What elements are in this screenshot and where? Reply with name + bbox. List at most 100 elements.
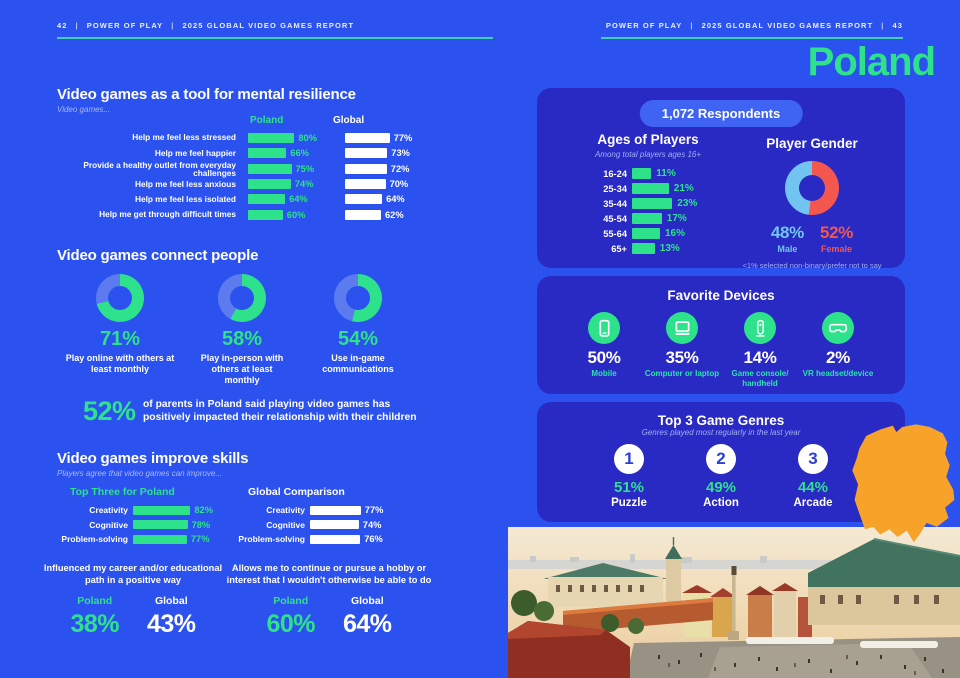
value: 74% <box>362 519 382 530</box>
age-bar <box>632 183 669 194</box>
page-number-right: 43 <box>892 21 903 30</box>
genre-label: Arcade <box>793 497 833 509</box>
ages-title: Ages of Players <box>597 132 699 147</box>
demographics-card: 1,072 Respondents Ages of Players Among … <box>537 88 905 270</box>
section-title-connect-people: Video games connect people <box>57 247 259 264</box>
gender-donut-chart <box>785 161 839 215</box>
header-separator: | <box>881 21 885 30</box>
genre-value: 49% <box>705 479 737 496</box>
genres-subtitle: Genres played most regularly in the last… <box>641 428 801 437</box>
device-stat: 2% VR headset/device <box>799 312 877 388</box>
device-value: 14% <box>743 348 777 367</box>
rank-badge: 1 <box>614 444 644 474</box>
global-value: 73% <box>391 148 410 159</box>
chart-row: 16-24 11% <box>567 166 729 181</box>
poland-stat-column: Poland 60% <box>266 595 315 639</box>
poland-bar <box>133 505 191 515</box>
gender-footnote: <1% selected non-binary/prefer not to sa… <box>742 261 882 270</box>
poland-value: 60% <box>266 610 315 639</box>
career-stat: Influenced my career and/or educational … <box>33 562 233 639</box>
age-value: 17% <box>666 213 687 224</box>
global-value: 64% <box>386 194 405 205</box>
poland-bar <box>248 164 292 175</box>
laptop-icon <box>666 312 698 344</box>
chart-row: Creativity 77% <box>228 503 383 518</box>
poland-bar <box>248 194 286 205</box>
stat-caption: Influenced my career and/or educational … <box>43 563 223 586</box>
global-bar <box>345 148 388 159</box>
global-stat-column: Global 64% <box>343 595 392 639</box>
device-label: Computer or laptop <box>644 369 720 378</box>
hobby-stat: Allows me to continue or pursue a hobby … <box>226 562 432 639</box>
donut-chart <box>334 274 382 322</box>
ages-bar-chart: 16-24 11% 25-34 21% 35-44 23% 45-54 17% 55-6… <box>567 166 729 256</box>
chart-row: Creativity 82% <box>48 503 213 518</box>
genres-title: Top 3 Game Genres <box>657 413 785 428</box>
device-stat: 14% Game console/ handheld <box>721 312 799 388</box>
global-bar <box>310 505 361 515</box>
genre-label: Puzzle <box>611 497 647 509</box>
global-stat-column: Global 43% <box>147 595 196 639</box>
rank-badge: 3 <box>798 444 828 474</box>
mental-resilience-chart: Help me feel less stressed 80% 77% Help … <box>48 130 478 222</box>
header-separator: | <box>75 21 79 30</box>
age-bar <box>632 198 673 209</box>
global-bar <box>310 534 361 544</box>
page-title: Poland <box>807 40 936 84</box>
donut-chart <box>218 274 266 322</box>
global-value: 70% <box>389 178 409 189</box>
global-bar <box>345 164 387 175</box>
chart-row: Help me get through difficult times 60% … <box>48 207 478 222</box>
report-name: 2025 GLOBAL VIDEO GAMES REPORT <box>701 21 874 30</box>
age-bar <box>632 213 662 224</box>
row-label: Help me feel less stressed <box>132 132 236 143</box>
poland-label: Poland <box>77 595 113 608</box>
poland-value: 38% <box>70 610 119 639</box>
global-value: 62% <box>385 209 404 220</box>
age-value: 16% <box>665 228 686 239</box>
skills-header-poland: Top Three for Poland <box>70 486 175 498</box>
global-label: Global <box>154 595 188 608</box>
value: 77% <box>190 534 210 545</box>
female-value: 52% <box>820 223 854 242</box>
poland-value: 74% <box>294 178 314 189</box>
global-value: 72% <box>390 164 410 175</box>
device-value: 2% <box>826 348 850 367</box>
donut-caption: Play online with others at least monthly <box>65 353 175 374</box>
global-bar <box>345 209 381 220</box>
donut-caption: Play in-person with others at least mont… <box>200 353 284 385</box>
chart-row: Problem-solving 76% <box>228 532 383 547</box>
gender-title: Player Gender <box>766 136 858 151</box>
chart-row: Provide a healthy outlet from everyday c… <box>48 159 478 179</box>
age-range: 65+ <box>611 243 627 254</box>
ages-subtitle: Among total players ages 16+ <box>594 150 702 159</box>
genre-stat: 3 44% Arcade <box>767 444 859 509</box>
column-header-poland: Poland <box>250 115 284 126</box>
donut-value: 71% <box>99 328 141 350</box>
device-value: 35% <box>665 348 699 367</box>
poland-value: 64% <box>289 194 308 205</box>
chart-row: 65+ 13% <box>567 241 729 256</box>
chart-row: 35-44 23% <box>567 196 729 211</box>
donut-stat: 54% Use in-game communications <box>296 274 420 375</box>
age-range: 45-54 <box>603 213 627 224</box>
poland-stat-column: Poland 38% <box>70 595 119 639</box>
poland-value: 80% <box>298 132 317 143</box>
global-bar <box>345 132 390 143</box>
ages-of-players: Ages of Players Among total players ages… <box>567 132 729 256</box>
chart-row: Help me feel less stressed 80% 77% <box>48 130 478 145</box>
value: 82% <box>194 505 213 516</box>
donut-value: 54% <box>337 328 379 350</box>
respondents-badge: 1,072 Respondents <box>639 100 803 127</box>
skills-poland-chart: Creativity 82% Cognitive 78% Problem-solvi… <box>48 503 213 547</box>
age-bar <box>632 228 660 239</box>
favorite-devices-card: Favorite Devices 50% Mobile 35% Computer… <box>537 276 905 394</box>
chart-row: Problem-solving 77% <box>48 532 213 547</box>
section-subtitle-mental-resilience: Video games... <box>57 105 111 114</box>
row-label: Help me feel less isolated <box>135 193 236 204</box>
row-label: Creativity <box>266 505 305 516</box>
row-label: Provide a healthy outlet from everyday c… <box>83 159 236 179</box>
parents-stat-text: of parents in Poland said playing video … <box>143 399 417 424</box>
male-stat: 48% Male <box>771 223 804 254</box>
